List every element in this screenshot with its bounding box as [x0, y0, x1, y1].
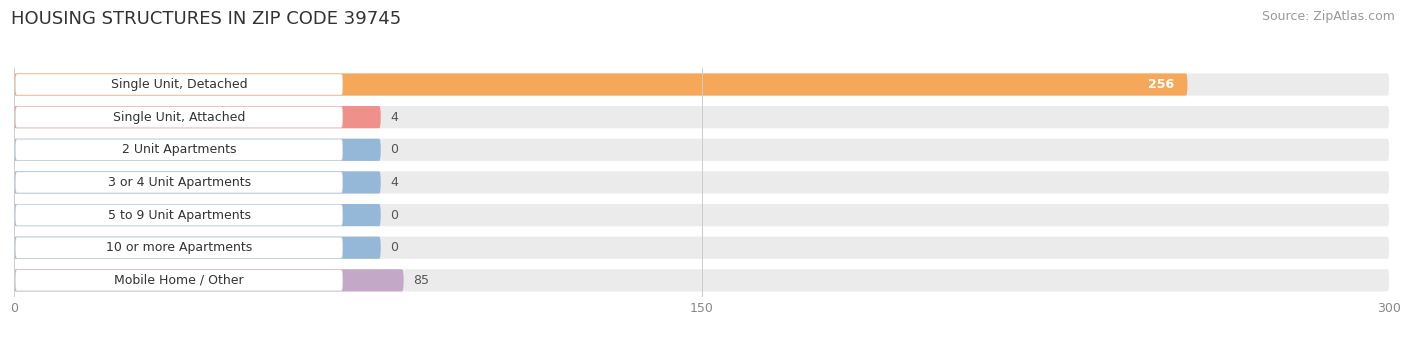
FancyBboxPatch shape — [14, 204, 1389, 226]
FancyBboxPatch shape — [14, 139, 381, 161]
FancyBboxPatch shape — [15, 107, 343, 128]
Text: 2 Unit Apartments: 2 Unit Apartments — [122, 143, 236, 156]
FancyBboxPatch shape — [15, 270, 343, 291]
FancyBboxPatch shape — [14, 171, 1389, 194]
FancyBboxPatch shape — [15, 237, 343, 258]
Text: 4: 4 — [389, 111, 398, 124]
FancyBboxPatch shape — [14, 269, 404, 292]
Text: 10 or more Apartments: 10 or more Apartments — [105, 241, 252, 254]
FancyBboxPatch shape — [14, 139, 1389, 161]
Text: 256: 256 — [1147, 78, 1174, 91]
FancyBboxPatch shape — [14, 73, 1389, 95]
Text: HOUSING STRUCTURES IN ZIP CODE 39745: HOUSING STRUCTURES IN ZIP CODE 39745 — [11, 10, 402, 28]
FancyBboxPatch shape — [14, 106, 1389, 128]
Text: 0: 0 — [389, 209, 398, 222]
Text: 4: 4 — [389, 176, 398, 189]
Text: Single Unit, Detached: Single Unit, Detached — [111, 78, 247, 91]
FancyBboxPatch shape — [14, 204, 381, 226]
Text: Source: ZipAtlas.com: Source: ZipAtlas.com — [1261, 10, 1395, 23]
FancyBboxPatch shape — [14, 171, 381, 194]
FancyBboxPatch shape — [15, 74, 343, 95]
FancyBboxPatch shape — [15, 205, 343, 225]
Text: 85: 85 — [413, 274, 429, 287]
FancyBboxPatch shape — [14, 73, 1188, 95]
Text: 5 to 9 Unit Apartments: 5 to 9 Unit Apartments — [108, 209, 250, 222]
FancyBboxPatch shape — [15, 172, 343, 193]
FancyBboxPatch shape — [14, 269, 1389, 292]
FancyBboxPatch shape — [15, 139, 343, 160]
Text: 0: 0 — [389, 143, 398, 156]
Text: Mobile Home / Other: Mobile Home / Other — [114, 274, 243, 287]
FancyBboxPatch shape — [14, 106, 381, 128]
FancyBboxPatch shape — [14, 237, 381, 259]
Text: 3 or 4 Unit Apartments: 3 or 4 Unit Apartments — [107, 176, 250, 189]
Text: 0: 0 — [389, 241, 398, 254]
Text: Single Unit, Attached: Single Unit, Attached — [112, 111, 245, 124]
FancyBboxPatch shape — [14, 237, 1389, 259]
